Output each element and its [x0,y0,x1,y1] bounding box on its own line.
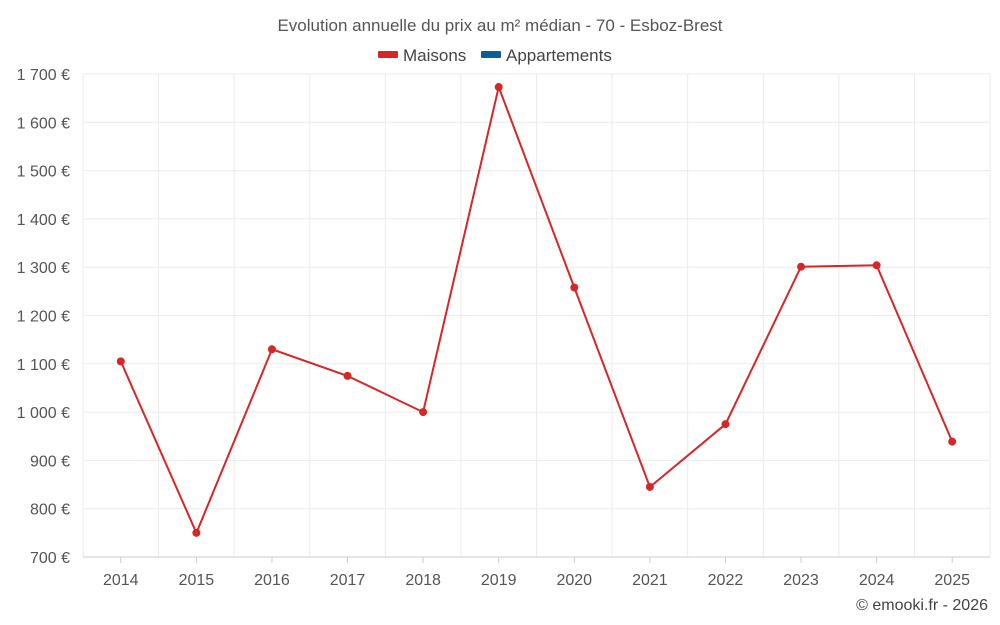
x-tick-label: 2024 [859,572,895,589]
y-tick-label: 1 500 € [17,164,70,181]
y-tick-label: 800 € [30,502,70,519]
x-tick-label: 2018 [405,572,441,589]
legend-swatch-maisons[interactable] [378,51,398,58]
y-tick-label: 1 400 € [17,212,70,229]
x-tick-label: 2019 [481,572,517,589]
legend-label-maisons[interactable]: Maisons [403,46,466,65]
x-tick-label: 2025 [934,572,970,589]
x-tick-label: 2014 [103,572,139,589]
data-point-2018[interactable] [419,408,428,417]
x-tick-label: 2017 [330,572,366,589]
y-tick-label: 1 200 € [17,309,70,326]
series-line-maisons [119,83,954,536]
data-point-2021[interactable] [645,482,654,491]
x-tick-label: 2022 [708,572,744,589]
series-maisons [116,83,957,537]
data-point-2014[interactable] [116,357,125,366]
x-tick-label: 2023 [783,572,819,589]
data-point-2020[interactable] [570,283,579,292]
y-tick-label: 1 100 € [17,357,70,374]
legend: Maisons Appartements [378,46,612,65]
data-point-2015[interactable] [192,528,201,537]
data-point-2025[interactable] [948,437,957,446]
x-tick-labels: 2014 2015 2016 2017 2018 2019 2020 2021 2022 2023… [103,572,970,589]
grid [82,73,991,557]
chart-title: Evolution annuelle du prix au m² médian … [277,16,722,35]
y-tick-label: 1 300 € [17,260,70,277]
y-tick-label: 1 700 € [17,67,70,84]
y-tick-label: 700 € [30,550,70,567]
data-point-2023[interactable] [797,262,806,271]
axes [83,556,990,563]
x-tick-label: 2016 [254,572,290,589]
y-tick-label: 900 € [30,453,70,470]
credit-text: © emooki.fr - 2026 [856,597,988,614]
x-tick-label: 2021 [632,572,668,589]
y-tick-labels: 700 € 800 € 900 € 1 000 € 1 100 € 1 200 € 1 30… [17,67,70,567]
data-point-2016[interactable] [267,345,276,354]
y-tick-label: 1 000 € [17,405,70,422]
data-point-2024[interactable] [872,261,881,270]
x-tick-label: 2020 [556,572,592,589]
data-point-2017[interactable] [343,371,352,380]
x-tick-label: 2015 [179,572,215,589]
legend-label-appartements[interactable]: Appartements [506,46,612,65]
y-tick-label: 1 600 € [17,115,70,132]
legend-swatch-appartements[interactable] [481,51,501,58]
data-point-2019[interactable] [494,83,503,92]
data-point-2022[interactable] [721,420,730,429]
